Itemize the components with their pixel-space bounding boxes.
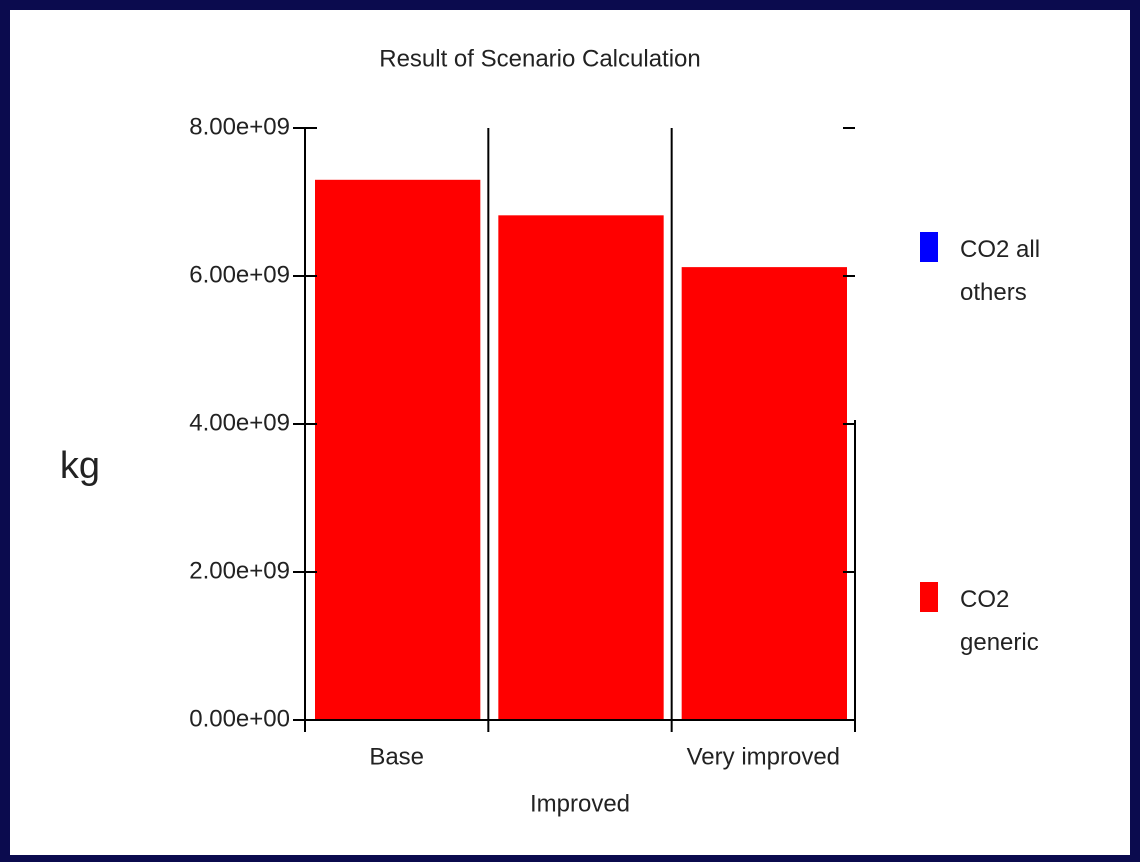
- y-tick-label: 8.00e+09: [189, 113, 290, 140]
- y-tick-label: 2.00e+09: [189, 557, 290, 584]
- chart-title: Result of Scenario Calculation: [379, 45, 701, 72]
- legend-swatch: [920, 232, 938, 262]
- y-tick-label: 0.00e+00: [189, 705, 290, 732]
- legend-swatch: [920, 582, 938, 612]
- y-tick-label: 4.00e+09: [189, 409, 290, 436]
- x-tick-label: Improved: [530, 790, 630, 817]
- bar-segment: [315, 179, 481, 721]
- legend-label: CO2 generic: [960, 586, 1039, 656]
- bar-segment: [681, 267, 847, 720]
- x-tick-label: Very improved: [687, 743, 840, 770]
- bar-segment: [498, 215, 664, 720]
- x-tick-label: Base: [369, 743, 424, 770]
- y-axis-label: kg: [60, 445, 100, 487]
- y-tick-label: 6.00e+09: [189, 261, 290, 288]
- legend-label: CO2 all others: [960, 236, 1041, 306]
